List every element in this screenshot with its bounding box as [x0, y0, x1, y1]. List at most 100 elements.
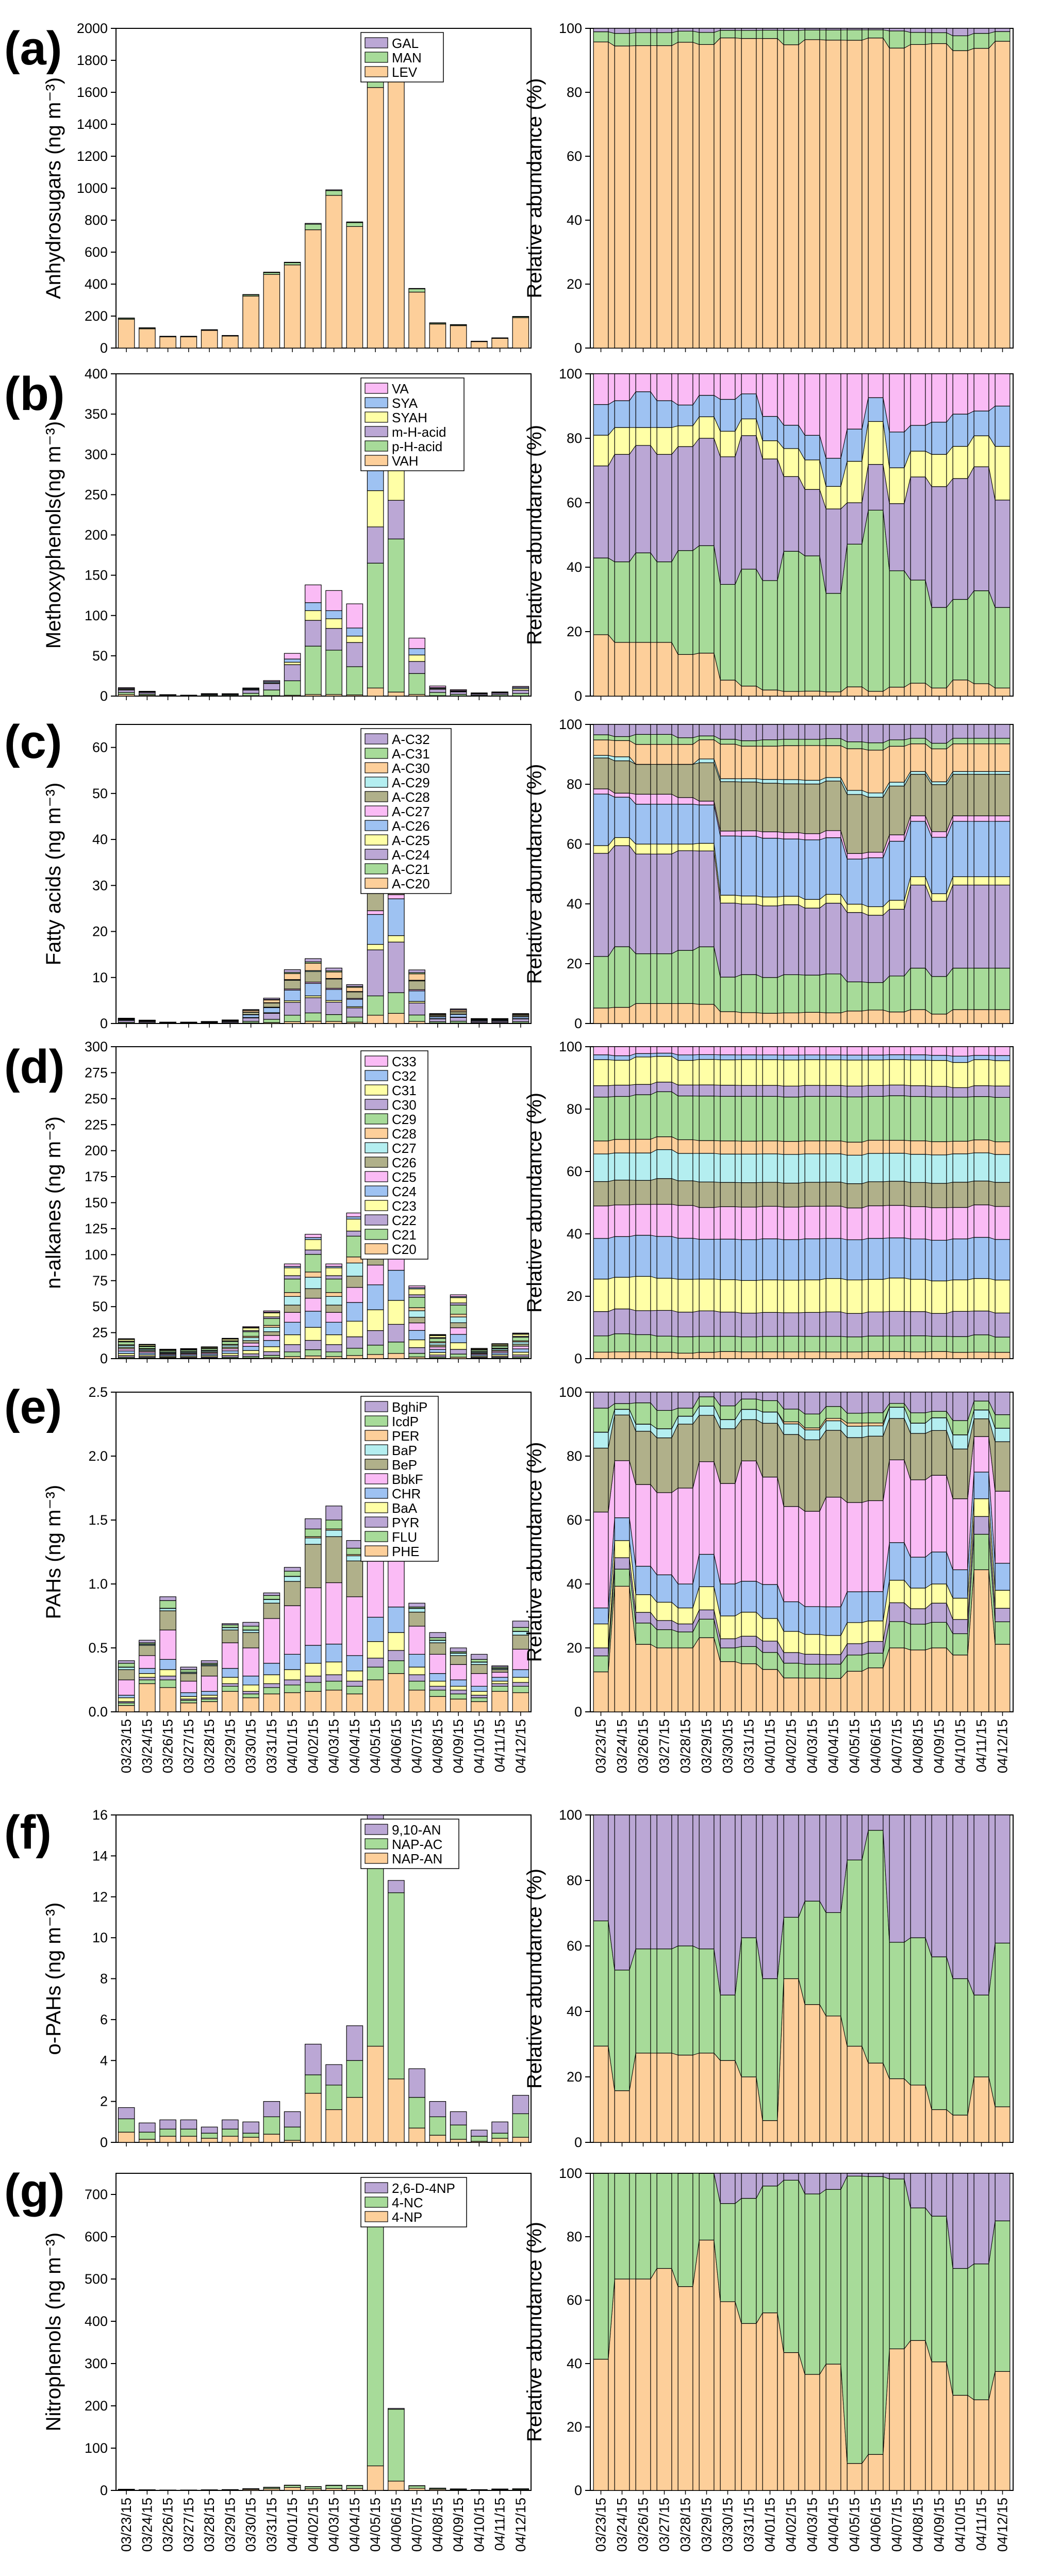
bar-c24 — [450, 1334, 467, 1343]
relative-bar-va — [635, 373, 651, 392]
relative-band-c20 — [862, 1351, 869, 1359]
relative-bar-c22 — [889, 1311, 905, 1336]
y-tick-label: 100 — [559, 1807, 582, 1823]
relative-bar-bap — [889, 1407, 905, 1419]
relative-band-c33 — [798, 1046, 805, 1055]
relative-band-bep — [840, 1429, 848, 1504]
bar-pyr — [305, 1675, 322, 1683]
relative-bar-va — [804, 373, 820, 436]
relative-band-c30 — [714, 1084, 721, 1097]
relative-bar-a-c27 — [656, 794, 672, 805]
relative-band-c29 — [798, 1096, 805, 1142]
relative-band-c24 — [735, 1239, 742, 1281]
relative-bar-flu — [910, 1624, 926, 1650]
relative-bar-c27 — [973, 1152, 989, 1182]
bar-sya — [325, 610, 342, 619]
relative-band-c30 — [925, 1085, 932, 1098]
relative-band-a-c29 — [777, 779, 784, 784]
bar-c24 — [284, 1322, 301, 1335]
legend-swatch — [365, 2197, 388, 2208]
bar-baa — [325, 1661, 342, 1675]
bar-m-h-acid — [263, 683, 280, 690]
relative-band-a-c29 — [967, 771, 974, 775]
relative-bar-syah — [677, 425, 693, 447]
relative-bar-c22 — [783, 1312, 799, 1337]
relative-bar-c27 — [614, 1152, 630, 1181]
relative-band-c31 — [883, 1059, 890, 1086]
relative-band-4-np — [735, 2301, 742, 2491]
relative-band-a-c27 — [735, 830, 742, 837]
bar-flu — [159, 1679, 176, 1688]
relative-band-c25 — [988, 1204, 996, 1240]
bar-c26 — [263, 1331, 280, 1336]
relative-bar-baa — [635, 1594, 651, 1613]
relative-bar-p-h-acid — [741, 569, 757, 687]
relative-bar-2-6-d-4np — [847, 2173, 863, 2177]
bar-9-10-an — [491, 2121, 508, 2134]
relative-bar-a-c30 — [847, 748, 863, 791]
y-tick-label: 2.0 — [88, 1448, 108, 1464]
relative-bar-lev — [741, 38, 757, 349]
bar-c25 — [450, 1327, 467, 1335]
x-tick-label: 03/24/15 — [139, 2498, 155, 2552]
relative-bar-c28 — [804, 1141, 820, 1154]
bar-9-10-an — [450, 2111, 467, 2125]
relative-band-c20 — [798, 1351, 805, 1359]
relative-bar-a-c25 — [635, 844, 651, 854]
bar-nap-ac — [408, 2097, 425, 2128]
bar-flu — [201, 1698, 218, 1702]
relative-bar-a-c26 — [762, 837, 778, 898]
relative-bar-gal — [762, 28, 778, 31]
relative-band-c33 — [819, 1046, 826, 1055]
relative-bar-a-c20 — [635, 1003, 651, 1024]
relative-bar-c21 — [889, 1335, 905, 1352]
relative-bar-c23 — [952, 1279, 968, 1312]
relative-bar-2-6-d-4np — [952, 2173, 968, 2269]
relative-bar-c21 — [973, 1334, 989, 1352]
bar-a-c21 — [284, 1015, 301, 1022]
relative-bar-c30 — [825, 1085, 841, 1097]
relative-band-a-c31 — [967, 738, 974, 745]
relative-bar-a-c25 — [593, 845, 609, 854]
bar-bbkf — [305, 1587, 322, 1646]
relative-bar-sya — [952, 414, 968, 447]
relative-band-nap-an — [819, 2004, 826, 2143]
relative-bar-c30 — [720, 1085, 736, 1097]
relative-bar-a-c24 — [614, 845, 630, 947]
bar-flu — [139, 1679, 156, 1685]
relative-bar-c29 — [847, 1096, 863, 1143]
relative-bar-9-10-an — [720, 1814, 736, 1995]
relative-bar-va — [677, 373, 693, 406]
relative-bar-c31 — [614, 1060, 630, 1086]
bar-flu — [471, 1697, 488, 1702]
relative-band-c25 — [862, 1205, 869, 1241]
relative-band-c26 — [650, 1178, 657, 1205]
bar-baa — [388, 1632, 405, 1651]
relative-bar-m-h-acid — [889, 503, 905, 571]
relative-bar-bghip — [952, 1392, 968, 1421]
y-tick-label: 80 — [567, 85, 582, 100]
relative-band-a-c25 — [967, 876, 974, 885]
y-tick-label: 40 — [567, 212, 582, 228]
relative-band-c24 — [756, 1238, 763, 1281]
relative-band-c29 — [883, 1095, 890, 1141]
relative-bar-chr — [995, 1563, 1011, 1591]
relative-bar-a-c21 — [868, 982, 884, 1011]
bar-lev — [305, 229, 322, 349]
relative-bar-4-nc — [889, 2178, 905, 2350]
relative-band-a-c28 — [862, 794, 869, 854]
relative-band-c23 — [756, 1279, 763, 1314]
relative-bar-a-c24 — [635, 853, 651, 954]
relative-bar-c28 — [952, 1141, 968, 1154]
relative-band-flu — [925, 1622, 932, 1650]
relative-band-c27 — [883, 1153, 890, 1182]
relative-band-va — [946, 373, 953, 423]
bar-a-c21 — [408, 1014, 425, 1022]
relative-bar-chr — [699, 1554, 715, 1587]
relative-band-a-c21 — [777, 974, 784, 1014]
relative-bar-c26 — [783, 1182, 799, 1208]
relative-bar-chr — [783, 1601, 799, 1632]
bar-c20 — [388, 1353, 405, 1359]
relative-band-c21 — [946, 1336, 953, 1353]
